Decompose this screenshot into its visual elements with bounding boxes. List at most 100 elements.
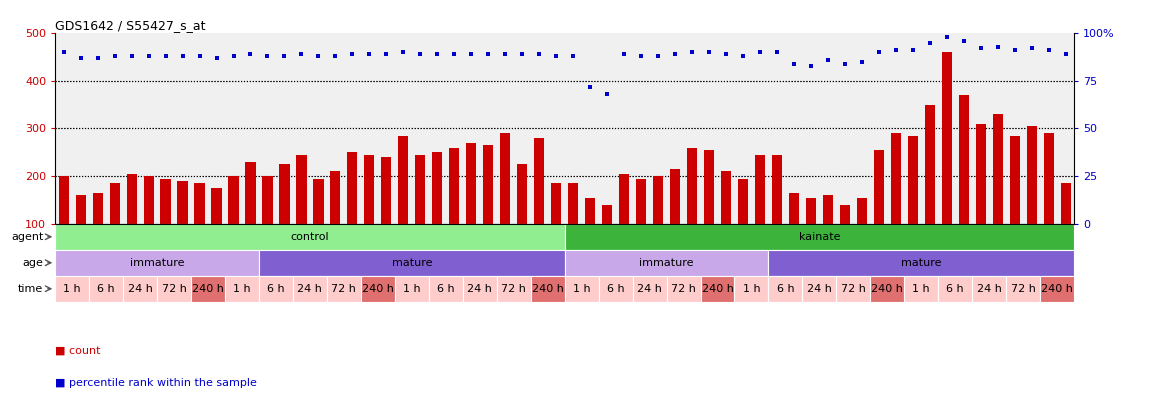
Bar: [565, 224, 1074, 250]
Bar: [806, 198, 816, 224]
Point: [564, 53, 582, 59]
Bar: [225, 276, 259, 302]
Text: age: age: [23, 258, 44, 268]
Point: [751, 49, 769, 55]
Bar: [158, 276, 191, 302]
Point: [191, 53, 209, 59]
Bar: [55, 250, 259, 276]
Bar: [92, 193, 102, 224]
Bar: [772, 155, 782, 224]
Text: 72 h: 72 h: [162, 284, 186, 294]
Bar: [565, 250, 768, 276]
Bar: [904, 276, 938, 302]
Point: [480, 51, 498, 58]
Bar: [109, 183, 120, 224]
Point: [989, 43, 1007, 50]
Point: [327, 53, 345, 59]
Text: immature: immature: [639, 258, 693, 268]
Text: 72 h: 72 h: [672, 284, 696, 294]
Bar: [992, 114, 1003, 224]
Point: [174, 53, 192, 59]
Bar: [262, 176, 273, 224]
Bar: [432, 152, 443, 224]
Point: [309, 53, 328, 59]
Point: [513, 51, 531, 58]
Text: 1 h: 1 h: [743, 284, 760, 294]
Point: [292, 51, 311, 58]
Bar: [259, 276, 293, 302]
Point: [972, 45, 990, 52]
Point: [377, 51, 396, 58]
Bar: [857, 198, 867, 224]
Bar: [415, 155, 426, 224]
Bar: [667, 276, 700, 302]
Bar: [1010, 136, 1020, 224]
Bar: [245, 162, 255, 224]
Bar: [789, 193, 799, 224]
Point: [343, 51, 361, 58]
Text: time: time: [18, 284, 44, 294]
Point: [259, 53, 277, 59]
Bar: [1060, 183, 1071, 224]
Text: 6 h: 6 h: [607, 284, 624, 294]
Point: [547, 53, 566, 59]
Point: [700, 49, 719, 55]
Bar: [551, 183, 561, 224]
Bar: [942, 52, 952, 224]
Bar: [394, 276, 429, 302]
Point: [869, 49, 888, 55]
Point: [649, 53, 667, 59]
Text: control: control: [291, 232, 329, 242]
Bar: [975, 124, 986, 224]
Text: ■ percentile rank within the sample: ■ percentile rank within the sample: [55, 378, 258, 388]
Bar: [361, 276, 394, 302]
Text: 1 h: 1 h: [233, 284, 251, 294]
Bar: [768, 276, 803, 302]
Point: [122, 53, 140, 59]
Bar: [330, 171, 340, 224]
Text: 6 h: 6 h: [437, 284, 454, 294]
Point: [54, 49, 72, 55]
Bar: [871, 276, 904, 302]
Point: [1057, 51, 1075, 58]
Point: [887, 47, 905, 53]
Bar: [754, 155, 765, 224]
Bar: [144, 176, 154, 224]
Text: 6 h: 6 h: [267, 284, 285, 294]
Text: 72 h: 72 h: [1011, 284, 1036, 294]
Text: mature: mature: [900, 258, 942, 268]
Bar: [636, 179, 646, 224]
Bar: [279, 164, 290, 224]
Text: 1 h: 1 h: [63, 284, 80, 294]
Bar: [803, 276, 836, 302]
Bar: [738, 179, 748, 224]
Point: [920, 40, 938, 46]
Point: [496, 51, 514, 58]
Bar: [313, 179, 323, 224]
Bar: [518, 164, 528, 224]
Text: 6 h: 6 h: [776, 284, 795, 294]
Bar: [90, 276, 123, 302]
Bar: [59, 176, 69, 224]
Bar: [55, 276, 90, 302]
Text: 6 h: 6 h: [98, 284, 115, 294]
Bar: [874, 150, 884, 224]
Bar: [632, 276, 667, 302]
Bar: [500, 133, 511, 224]
Point: [428, 51, 446, 58]
Bar: [700, 276, 735, 302]
Point: [954, 38, 973, 44]
Bar: [466, 143, 476, 224]
Bar: [297, 155, 307, 224]
Bar: [704, 150, 714, 224]
Bar: [1006, 276, 1040, 302]
Bar: [568, 183, 578, 224]
Text: kainate: kainate: [798, 232, 841, 242]
Bar: [382, 157, 391, 224]
Bar: [822, 195, 833, 224]
Text: immature: immature: [130, 258, 184, 268]
Text: 24 h: 24 h: [298, 284, 322, 294]
Bar: [229, 176, 238, 224]
Bar: [76, 195, 86, 224]
Text: 24 h: 24 h: [128, 284, 153, 294]
